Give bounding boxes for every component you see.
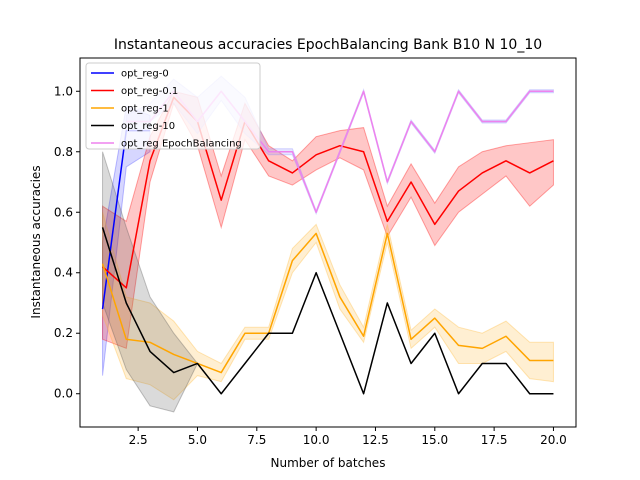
y-axis-label: Instantaneous accuracies <box>29 165 43 318</box>
legend: opt_reg-0 opt_reg-0.1 opt_reg-1 opt_reg-10o… <box>85 62 261 150</box>
line-opt-reg-10 <box>101 227 554 395</box>
line-opt-reg-1 <box>101 232 554 374</box>
band-opt-reg-1 <box>102 212 554 401</box>
y-tick-label: 0.8 <box>54 145 73 159</box>
x-tick-label: 20.0 <box>540 433 567 447</box>
x-tick-label: 10.0 <box>303 433 330 447</box>
y-tick-label: 0.0 <box>54 387 73 401</box>
legend-entry-label: opt_reg EpochBalancing <box>121 139 242 150</box>
y-tick-label: 0.6 <box>54 205 73 219</box>
legend-entry-label: opt_reg-0 <box>121 69 169 80</box>
y-tick-label: 0.2 <box>54 326 73 340</box>
x-tick-label: 15.0 <box>421 433 448 447</box>
x-axis-label: Number of batches <box>271 456 386 470</box>
x-tick-label: 5.0 <box>188 433 207 447</box>
x-tick-label: 2.5 <box>129 433 148 447</box>
legend-entry-label: opt_reg-0.1 <box>121 86 178 97</box>
y-axis-ticks: 0.0 0.2 0.4 0.6 0.8 1.0 <box>54 84 80 401</box>
y-tick-label: 0.4 <box>54 266 73 280</box>
x-axis-ticks: 2.5 5.0 7.5 10.0 12.5 15.0 17.5 20.0 <box>129 427 567 447</box>
x-tick-label: 12.5 <box>362 433 389 447</box>
y-tick-label: 1.0 <box>54 84 73 98</box>
x-tick-label: 17.5 <box>481 433 508 447</box>
legend-box <box>85 62 261 150</box>
band-opt-reg-0-1 <box>102 90 554 350</box>
legend-entry-label: opt_reg-10 <box>121 121 175 132</box>
legend-entry-label: opt_reg-1 <box>121 104 169 115</box>
axes-frame <box>79 57 577 428</box>
x-tick-label: 7.5 <box>247 433 266 447</box>
chart-title: Instantaneous accuracies EpochBalancing … <box>114 37 542 53</box>
